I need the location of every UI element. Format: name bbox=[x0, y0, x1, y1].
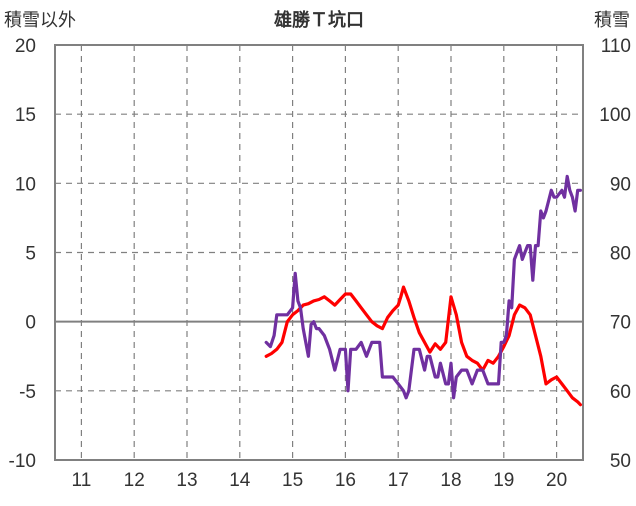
x-axis-ticks: 11 12 13 14 15 16 17 18 19 20 bbox=[72, 470, 568, 491]
left-axis-ticks: 20 15 10 5 0 -5 -10 bbox=[9, 36, 36, 472]
right-axis-title: 積雪 bbox=[594, 10, 630, 30]
right-axis-ticks: 110 100 90 80 70 60 50 bbox=[599, 36, 631, 472]
series-line bbox=[264, 174, 583, 400]
x-tick-label: 11 bbox=[72, 470, 92, 491]
x-tick-label: 17 bbox=[388, 470, 409, 491]
x-tick-label: 18 bbox=[440, 470, 461, 491]
left-tick-label: 5 bbox=[25, 244, 36, 265]
x-tick-label: 19 bbox=[493, 470, 514, 491]
x-tick-label: 20 bbox=[546, 470, 567, 491]
right-tick-label: 80 bbox=[610, 244, 631, 265]
series-group bbox=[264, 174, 583, 407]
left-tick-label: 20 bbox=[15, 36, 36, 57]
x-tick-label: 14 bbox=[229, 470, 251, 491]
x-tick-label: 12 bbox=[124, 470, 145, 491]
chart-title: 雄勝Ｔ坑口 bbox=[273, 9, 364, 30]
right-tick-label: 110 bbox=[601, 36, 631, 57]
left-tick-label: 15 bbox=[15, 105, 36, 126]
grid bbox=[55, 45, 583, 460]
left-tick-label: 10 bbox=[15, 174, 36, 195]
left-tick-label: -10 bbox=[9, 451, 36, 472]
right-tick-label: 60 bbox=[610, 382, 631, 403]
x-tick-label: 15 bbox=[282, 470, 303, 491]
right-tick-label: 90 bbox=[610, 174, 631, 195]
left-tick-label: -5 bbox=[19, 382, 36, 403]
x-tick-label: 13 bbox=[176, 470, 197, 491]
left-axis-title: 積雪以外 bbox=[4, 10, 76, 30]
right-tick-label: 100 bbox=[599, 105, 631, 126]
right-tick-label: 70 bbox=[610, 313, 631, 334]
plot-frame bbox=[54, 44, 584, 461]
right-tick-label: 50 bbox=[610, 451, 631, 472]
series-line bbox=[264, 285, 583, 407]
left-tick-label: 0 bbox=[25, 313, 36, 334]
x-tick-label: 16 bbox=[335, 470, 356, 491]
